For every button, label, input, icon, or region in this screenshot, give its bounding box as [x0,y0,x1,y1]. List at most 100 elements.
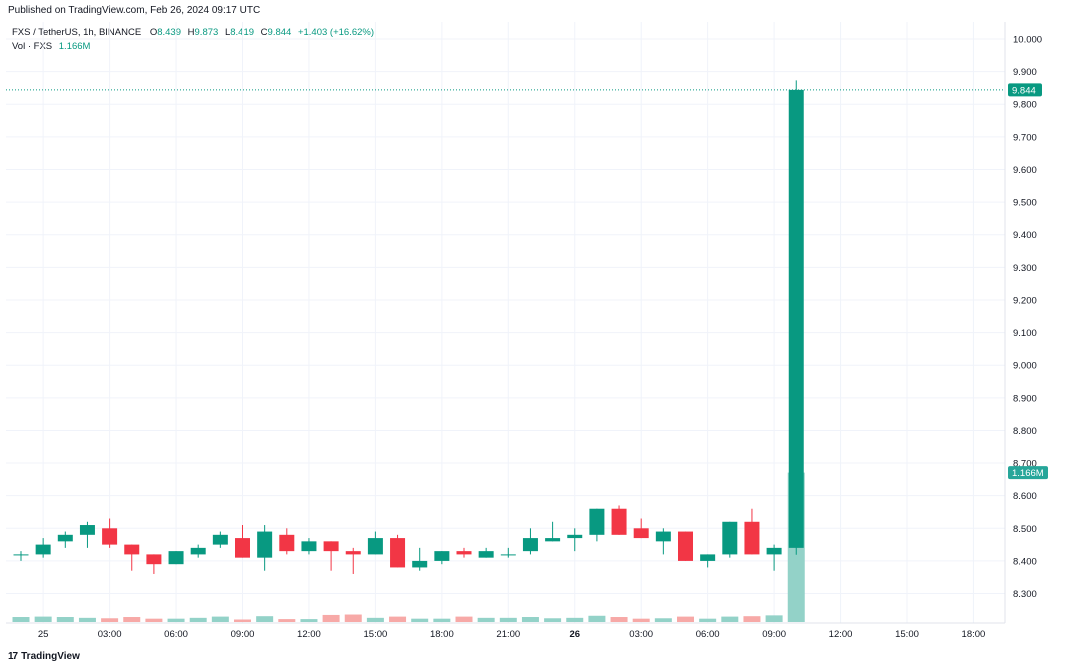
candle [567,528,583,552]
time-tick-label: 09:00 [231,629,255,640]
candle [35,538,51,558]
candle [168,551,184,565]
price-tick-label: 9.700 [1013,132,1037,143]
symbol-label[interactable]: FXS / TetherUS, 1h, BINANCE [12,27,142,38]
candle [102,518,118,548]
time-tick-label: 03:00 [98,629,122,640]
volume-bar [366,617,384,622]
candle-body [545,538,561,542]
volume-bar [566,617,584,622]
candle [478,547,494,558]
volume-bar [234,619,251,622]
candle-body [257,531,273,558]
candle-body [146,554,162,565]
time-tick-label: 03:00 [629,629,653,640]
volume-bar [632,618,650,622]
price-tick-label: 8.500 [1013,524,1037,535]
candle [589,508,605,542]
tradingview-brand[interactable]: 17 TradingView [8,651,80,662]
time-tick-label: 12:00 [297,629,321,640]
candle [13,551,29,561]
candle-body [678,531,693,561]
candle-body [323,541,339,552]
volume-bar [433,618,451,622]
volume-bar [765,615,783,622]
brand-name: TradingView [21,651,80,662]
candle-body [500,554,516,556]
volume-bar [78,617,96,622]
volume-bar [654,618,672,622]
price-tick-label: 9.200 [1013,295,1037,306]
candle-body [722,521,738,555]
volume-bar [56,617,74,622]
candle [722,521,738,558]
candle-body [235,538,250,558]
candle-body [102,528,118,545]
candle [655,528,671,555]
volume-bar [544,618,562,622]
candle-body [744,521,760,555]
candle-body [434,551,450,561]
candle [390,534,406,568]
candle [412,547,428,571]
price-tick-label: 9.400 [1013,230,1037,241]
volume-bar [278,619,296,622]
time-tick-label: 15:00 [364,629,388,640]
volume-label: Vol · FXS [12,41,53,52]
candle [345,547,361,574]
price-tick-label: 10.000 [1013,35,1042,46]
time-tick-label: 18:00 [962,629,986,640]
time-axis[interactable]: 25 03:00 06:00 09:00 12:00 15:00 18:00 21:00 26 0… [38,629,985,640]
high-value: 9.873 [194,27,219,38]
candle [788,80,804,555]
candle [57,531,73,548]
volume-bar [677,616,694,622]
time-tick-label: 26 [569,629,580,640]
volume-tag-box [1008,466,1048,480]
volume-bar [521,617,539,622]
candle [500,547,516,558]
volume-bar [300,619,318,622]
volume-bar [167,618,185,622]
close-label: C [260,27,268,38]
volume-bar [411,618,429,622]
candle [323,541,339,571]
price-tick-label: 9.100 [1013,328,1037,339]
candle-body [190,547,206,555]
price-tag-box [1008,83,1042,97]
candle-body [345,551,361,555]
price-axis[interactable]: 10.000 9.900 9.800 9.700 9.600 9.500 9.400 9.30… [1013,35,1042,601]
candle-body [611,508,627,535]
candle [456,547,472,558]
candle [678,531,693,561]
candle-body [79,525,95,535]
candle [235,525,250,558]
candle [766,544,782,571]
open-label: O [149,27,158,38]
time-tick-label: 06:00 [696,629,720,640]
candle-body [567,534,583,539]
candle [522,528,538,555]
price-tick-label: 9.900 [1013,67,1037,78]
price-tick-label: 9.500 [1013,198,1037,209]
candle-body [478,551,494,558]
volume-bar [101,618,119,622]
price-tag-text: 9.844 [1012,85,1036,96]
change-value: +1.403 (+16.62%) [297,27,375,38]
time-tick-label: 09:00 [762,629,786,640]
candle [279,528,295,555]
candle-body [456,551,472,555]
volume-bar [389,616,407,622]
price-tick-label: 8.400 [1013,556,1037,567]
time-tick-label: 21:00 [496,629,520,640]
price-tick-label: 9.600 [1013,165,1037,176]
price-tick-label: 9.300 [1013,263,1037,274]
volume-bar [455,616,473,622]
candle-body [301,541,317,552]
candle-body [367,538,383,555]
candle-body [655,531,671,542]
time-tick-label: 18:00 [430,629,454,640]
volume-bar [34,616,52,622]
price-tick-label: 8.700 [1013,459,1037,470]
